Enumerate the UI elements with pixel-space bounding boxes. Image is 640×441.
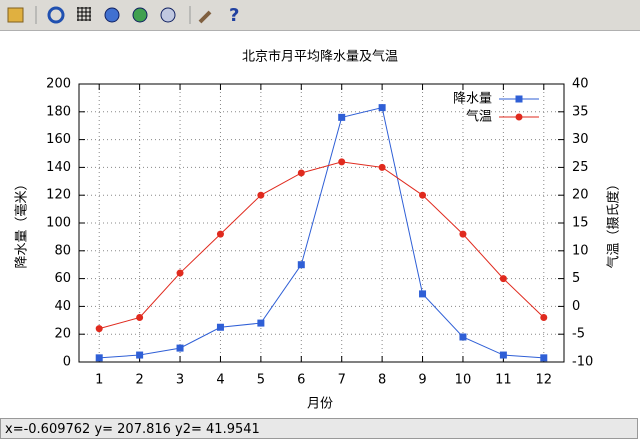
x-tick-label: 2 bbox=[135, 373, 143, 388]
x-tick-label: 9 bbox=[418, 373, 426, 388]
marker bbox=[297, 261, 305, 269]
plot-border bbox=[78, 83, 565, 363]
marker bbox=[540, 354, 548, 362]
help-icon[interactable]: ? bbox=[229, 5, 239, 26]
line bbox=[99, 107, 544, 359]
y2-tick-label: 40 bbox=[572, 77, 589, 92]
marker bbox=[459, 333, 467, 341]
y2-axis-label: 气温（摄氏度） bbox=[606, 177, 622, 268]
x-tick-label: 6 bbox=[297, 373, 305, 388]
marker bbox=[499, 351, 507, 359]
y-tick-label: 120 bbox=[46, 188, 71, 203]
y2-tick-label: 25 bbox=[572, 160, 589, 175]
status-bar: x=-0.609762 y= 207.816 y2= 41.9541 bbox=[0, 418, 638, 439]
line bbox=[99, 161, 545, 330]
marker bbox=[499, 275, 507, 283]
y2-tick-label: -10 bbox=[572, 355, 593, 370]
marker bbox=[459, 230, 467, 238]
y2-tick-label: 30 bbox=[572, 132, 589, 147]
marker bbox=[95, 354, 103, 362]
y-tick-label: 40 bbox=[54, 299, 71, 314]
x-tick-label: 5 bbox=[257, 373, 265, 388]
legend-marker bbox=[515, 95, 523, 103]
y-tick-label: 200 bbox=[46, 77, 71, 92]
grid-icon[interactable] bbox=[77, 7, 91, 21]
marker bbox=[540, 314, 548, 322]
chart-title: 北京市月平均降水量及气温 bbox=[242, 49, 398, 65]
x-tick-label: 11 bbox=[495, 373, 512, 388]
x-tick-label: 10 bbox=[455, 373, 472, 388]
legend-label: 降水量 bbox=[453, 92, 492, 107]
y2-tick-label: 10 bbox=[572, 243, 589, 258]
x-tick-label: 1 bbox=[95, 373, 103, 388]
y2-tick-label: 35 bbox=[572, 104, 589, 119]
y2-tick-label: -5 bbox=[572, 327, 585, 342]
x-axis-label: 月份 bbox=[307, 397, 333, 412]
y-tick-label: 80 bbox=[54, 243, 71, 258]
copy-icon[interactable] bbox=[7, 7, 24, 23]
y-tick-label: 180 bbox=[46, 104, 71, 119]
marker bbox=[257, 319, 265, 327]
y-tick-label: 20 bbox=[54, 327, 71, 342]
y2-tick-label: 20 bbox=[572, 188, 589, 203]
marker bbox=[95, 325, 103, 333]
chart: 北京市月平均降水量及气温 月份 降水量（毫米） 气温（摄氏度） 02040608… bbox=[14, 49, 622, 412]
legend-label: 气温 bbox=[466, 109, 492, 125]
marker bbox=[257, 191, 265, 199]
replot-icon[interactable] bbox=[47, 6, 65, 24]
marker bbox=[136, 314, 144, 322]
marker bbox=[338, 113, 346, 121]
marker bbox=[216, 230, 224, 238]
x-tick-label: 12 bbox=[536, 373, 553, 388]
prev-zoom-icon[interactable] bbox=[104, 7, 120, 23]
x-tick-label: 3 bbox=[176, 373, 184, 388]
marker bbox=[176, 344, 184, 352]
marker bbox=[419, 191, 427, 199]
next-zoom-icon[interactable] bbox=[132, 7, 148, 23]
y-tick-label: 140 bbox=[46, 160, 71, 175]
legend-marker bbox=[515, 113, 523, 121]
marker bbox=[136, 351, 144, 359]
autoscale-icon[interactable] bbox=[160, 7, 176, 23]
toolbar: ? bbox=[0, 0, 640, 31]
y2-tick-label: 0 bbox=[572, 299, 580, 314]
marker bbox=[297, 169, 305, 177]
y-tick-label: 0 bbox=[63, 355, 71, 370]
marker bbox=[176, 269, 184, 277]
config-icon[interactable] bbox=[198, 10, 212, 24]
y2-tick-label: 5 bbox=[572, 271, 580, 286]
marker bbox=[378, 104, 386, 112]
y-tick-label: 100 bbox=[46, 216, 71, 231]
toolbar-icons: ? bbox=[7, 5, 239, 26]
x-tick-label: 4 bbox=[216, 373, 224, 388]
y-tick-label: 160 bbox=[46, 132, 71, 147]
x-tick-label: 8 bbox=[378, 373, 386, 388]
y2-tick-label: 15 bbox=[572, 216, 589, 231]
marker bbox=[419, 290, 427, 298]
y-axis-label: 降水量（毫米） bbox=[14, 177, 30, 268]
x-tick-label: 7 bbox=[338, 373, 346, 388]
marker bbox=[378, 163, 386, 171]
marker bbox=[216, 323, 224, 331]
y-tick-label: 60 bbox=[54, 271, 71, 286]
marker bbox=[338, 158, 346, 166]
